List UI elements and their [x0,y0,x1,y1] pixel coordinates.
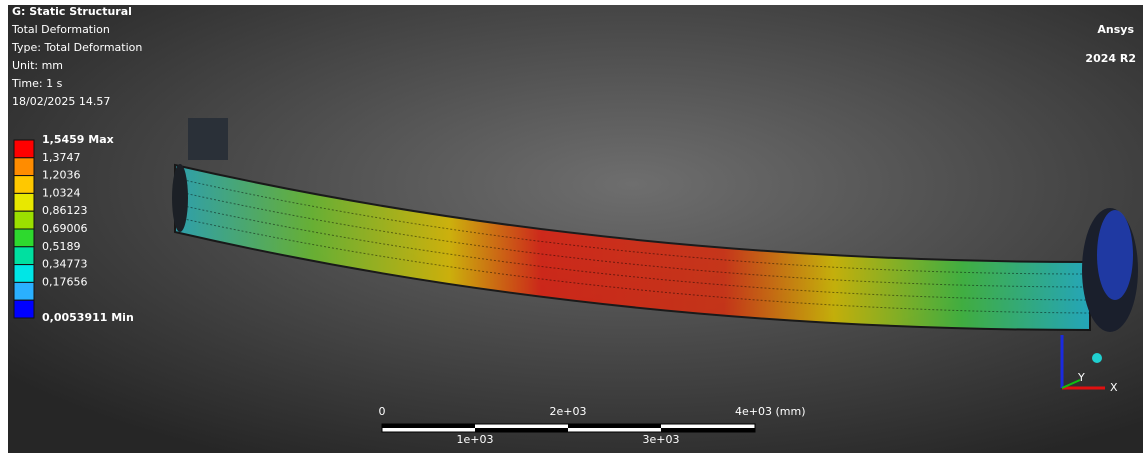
legend-label: 0,69006 [42,222,88,235]
legend-swatch [14,158,34,176]
header-line: Unit: mm [12,59,63,72]
legend-label: 1,5459 Max [42,133,114,146]
legend-label: 0,5189 [42,240,81,253]
legend-swatch [14,300,34,318]
triad-x: X [1110,381,1118,394]
header-line: Type: Total Deformation [11,41,142,54]
legend-swatch [14,282,34,300]
legend-label: 1,3747 [42,151,81,164]
triad-y: Y [1077,371,1085,384]
legend-label: 0,0053911 Min [42,311,134,324]
scale-label: 1e+03 [457,433,494,446]
legend-label: 0,17656 [42,275,88,288]
legend-swatch [14,176,34,194]
title: G: Static Structural [12,5,132,18]
viewport: G: Static Structural Total Deformation Ty… [0,0,1143,457]
scale-label: 4e+03 (mm) [735,405,806,418]
logo-version: 2024 R2 [1085,52,1136,65]
scale-bar [382,424,755,432]
header-line: 18/02/2025 14.57 [12,95,110,108]
legend-swatch [14,247,34,265]
legend-label: 1,2036 [42,169,81,182]
header-line: Time: 1 s [11,77,63,90]
legend-swatch [14,193,34,211]
legend-label: 1,0324 [42,186,81,199]
scale-label: 0 [379,405,386,418]
page: G: Static Structural Total Deformation Ty… [0,0,1143,457]
legend-swatch [14,140,34,158]
scale-label: 3e+03 [643,433,680,446]
legend-label: 0,86123 [42,204,88,217]
legend-swatch [14,211,34,229]
logo-brand: Ansys [1097,23,1134,36]
header-line: Total Deformation [11,23,110,36]
legend-label: 0,34773 [42,258,88,271]
legend-swatch [14,229,34,247]
legend-swatch [14,265,34,283]
scale-label: 2e+03 [550,405,587,418]
